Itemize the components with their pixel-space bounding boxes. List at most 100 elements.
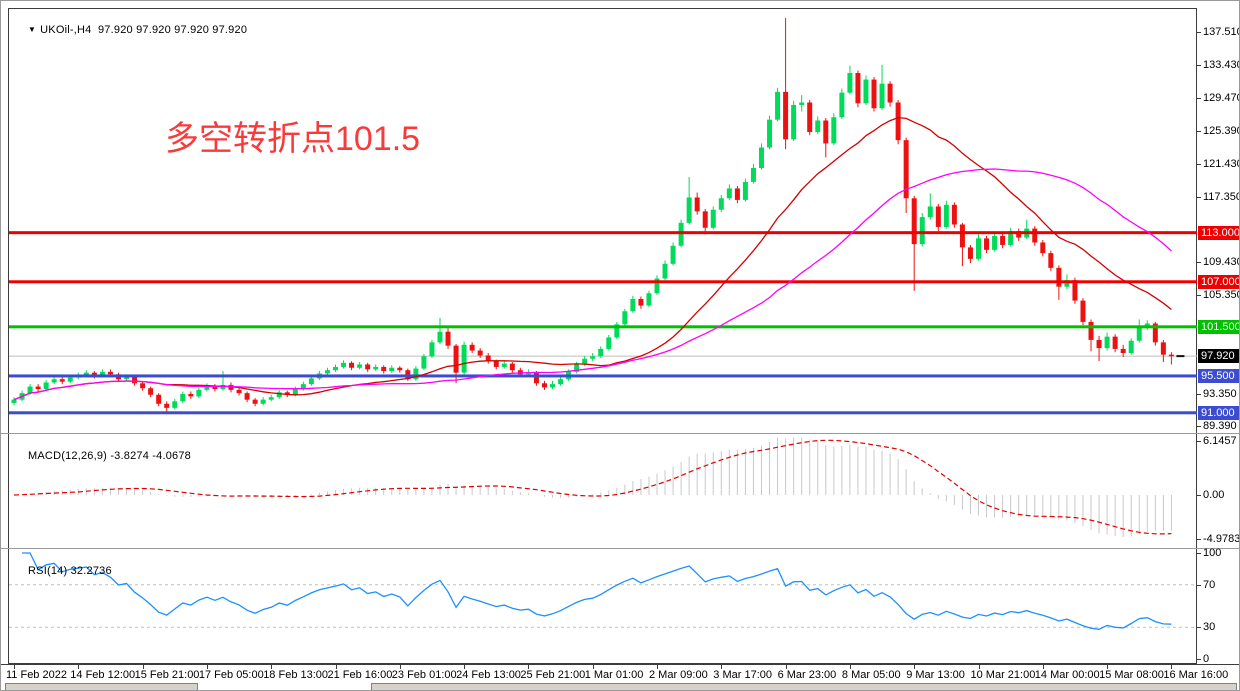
candle-body	[373, 366, 379, 370]
candle-body	[976, 238, 981, 259]
candle-body	[984, 238, 990, 250]
price-tick-label: 121.430	[1203, 157, 1240, 170]
candle-body	[164, 403, 170, 408]
candle-body	[718, 198, 724, 210]
rsi-indicator-panel[interactable]	[9, 549, 1197, 664]
bottom-bar-segment[interactable]	[5, 683, 198, 690]
macd-axis-label: 0.00	[1203, 489, 1225, 501]
price-tick-label: 129.470	[1203, 91, 1240, 104]
symbol-quotes: 97.920 97.920 97.920 97.920	[97, 24, 248, 36]
horizontal-level-line	[9, 411, 1197, 415]
candle-body	[140, 383, 146, 389]
candle-body	[493, 361, 499, 367]
time-axis-label: 18 Feb 13:00	[263, 669, 329, 681]
candle-body	[879, 83, 885, 109]
price-level-label: 97.920	[1198, 349, 1239, 364]
candle-body	[903, 140, 909, 199]
rsi-axis-label: 30	[1203, 621, 1216, 634]
axis-tick-mark	[1197, 32, 1201, 33]
time-tick-mark	[1171, 665, 1173, 669]
moving-average-line	[13, 116, 1172, 401]
chevron-down-icon[interactable]: ▼	[28, 25, 37, 34]
candle-body	[204, 385, 210, 390]
axis-tick-mark	[1197, 659, 1201, 660]
price-tick-label: 89.390	[1203, 419, 1237, 432]
axis-tick-mark	[1197, 425, 1201, 427]
candle-body	[445, 331, 451, 346]
time-axis-label: 15 Mar 08:00	[1099, 669, 1164, 681]
candle-body	[365, 364, 371, 370]
candle-body	[598, 348, 604, 357]
candle-body	[582, 358, 588, 365]
horizontal-level-line	[9, 231, 1197, 235]
time-axis-label: 14 Feb 12:00	[70, 669, 136, 681]
candle-body	[477, 350, 483, 356]
panel-separator[interactable]	[1, 548, 1239, 549]
candle-body	[509, 363, 515, 371]
candles	[11, 18, 1174, 414]
candle-body	[1032, 228, 1038, 243]
time-tick-mark	[978, 665, 980, 669]
candle-body	[726, 188, 732, 199]
candle-body	[911, 198, 917, 245]
candle-body	[799, 102, 805, 105]
rsi-axis-label: 0	[1203, 653, 1210, 665]
rsi-axis-label: 100	[1203, 547, 1222, 559]
axis-tick-mark	[1197, 131, 1201, 133]
candle-body	[1136, 325, 1142, 341]
time-tick-mark	[335, 665, 337, 669]
rsi-axis-label: 70	[1203, 578, 1216, 591]
macd-signal-line	[13, 439, 1172, 535]
candle-body	[1040, 242, 1046, 254]
main-price-chart[interactable]	[9, 9, 1197, 433]
candle-body	[1016, 231, 1022, 238]
candle-body	[132, 376, 138, 384]
axis-tick-mark	[1197, 393, 1201, 395]
time-tick-mark	[528, 665, 530, 669]
candle-body	[43, 382, 49, 390]
candle-body	[871, 79, 877, 109]
price-level-label: 95.500	[1198, 368, 1239, 383]
time-tick-mark	[142, 665, 144, 669]
candle-body	[124, 376, 130, 380]
symbol-title: ▼ UKOil-,H4 97.920 97.920 97.920 97.920	[15, 12, 247, 48]
candle-body	[268, 397, 274, 400]
time-axis-label: 14 Mar 00:00	[1034, 669, 1100, 681]
time-tick-mark	[399, 665, 401, 669]
axis-tick-mark	[1197, 163, 1201, 165]
axis-tick-mark	[1197, 584, 1201, 586]
candle-body	[525, 372, 531, 375]
candle-body	[1112, 336, 1118, 349]
horizontal-level-line	[9, 374, 1197, 378]
price-tick-label: 137.510	[1203, 26, 1240, 38]
candle-body	[887, 83, 893, 103]
axis-tick-mark	[1197, 97, 1201, 99]
time-axis-label: 24 Feb 13:00	[456, 669, 521, 681]
time-axis-label: 2 Mar 09:00	[649, 669, 708, 681]
bottom-bar-segment[interactable]	[371, 683, 1237, 690]
candle-body	[421, 356, 427, 369]
candle-body	[389, 367, 395, 372]
macd-indicator-panel[interactable]	[9, 434, 1197, 548]
macd-label: MACD(12,26,9) -3.8274 -4.0678	[28, 450, 191, 462]
panel-separator[interactable]	[1, 433, 1239, 434]
candle-body	[212, 385, 218, 390]
time-axis-label: 8 Mar 05:00	[841, 669, 901, 681]
candle-body	[750, 167, 756, 182]
time-axis-label: 1 Mar 01:00	[584, 669, 644, 681]
price-pointer-dash	[1176, 355, 1185, 358]
candle-body	[646, 293, 652, 306]
candle-body	[847, 73, 853, 93]
candle-body	[791, 104, 797, 140]
candle-body	[895, 102, 901, 141]
time-tick-mark	[721, 665, 723, 669]
candle-body	[742, 181, 748, 200]
candle-body	[180, 393, 186, 402]
candle-body	[630, 298, 636, 312]
time-axis-label: 15 Feb 21:00	[134, 669, 200, 681]
candle-body	[992, 235, 998, 250]
candle-body	[308, 378, 314, 385]
time-axis-separator	[1, 664, 1239, 665]
axis-tick-mark	[1197, 553, 1201, 554]
candle-body	[501, 363, 507, 367]
